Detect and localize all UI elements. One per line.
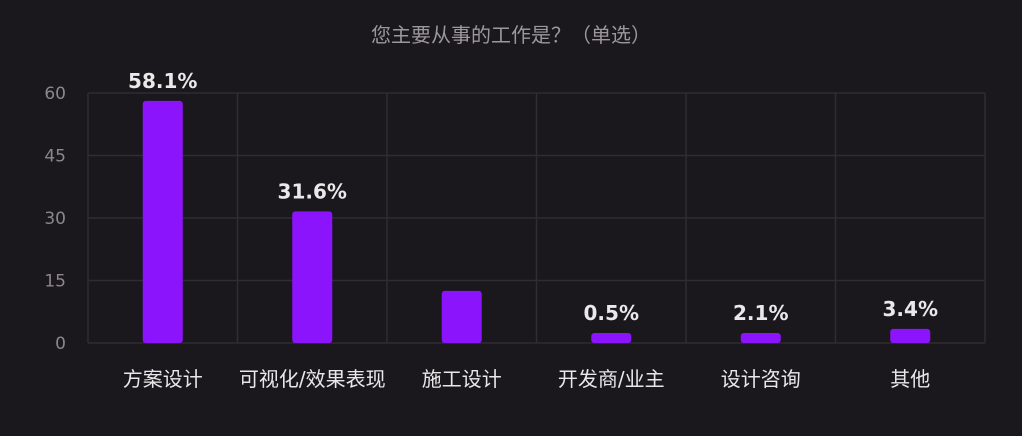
data-label-5: 3.4%	[883, 297, 938, 321]
axes: 0 15 30 45 60 方案设计 可视化/效果表现 施工设计 开发商/业主 设计咨询 其他	[44, 84, 930, 391]
bar-5	[890, 328, 931, 343]
category-label-0: 方案设计	[123, 367, 203, 391]
category-label-4: 设计咨询	[721, 367, 801, 391]
category-label-1: 可视化/效果表现	[239, 367, 386, 391]
category-label-3: 开发商/业主	[558, 367, 665, 391]
data-label-4: 2.1%	[733, 301, 788, 325]
y-tick-label: 60	[44, 84, 66, 104]
y-tick-label: 0	[55, 334, 66, 354]
chart-title: 您主要从事的工作是？（单选）	[371, 23, 651, 47]
y-tick-label: 15	[44, 272, 66, 292]
bar-0	[142, 100, 183, 344]
bar-2	[441, 290, 482, 343]
category-label-5: 其他	[890, 367, 930, 391]
data-label-1: 31.6%	[278, 179, 347, 203]
bar-1	[292, 211, 333, 343]
bar-4	[740, 333, 781, 343]
data-label-3: 0.5%	[584, 301, 639, 325]
bar-3	[591, 333, 632, 343]
data-labels: 58.1% 31.6% 0.5% 2.1% 3.4%	[128, 69, 938, 325]
data-label-0: 58.1%	[128, 69, 197, 93]
category-label-2: 施工设计	[422, 367, 502, 391]
y-tick-label: 30	[44, 209, 66, 229]
y-tick-label: 45	[44, 147, 66, 167]
grid	[87, 92, 986, 344]
bars	[142, 100, 931, 344]
